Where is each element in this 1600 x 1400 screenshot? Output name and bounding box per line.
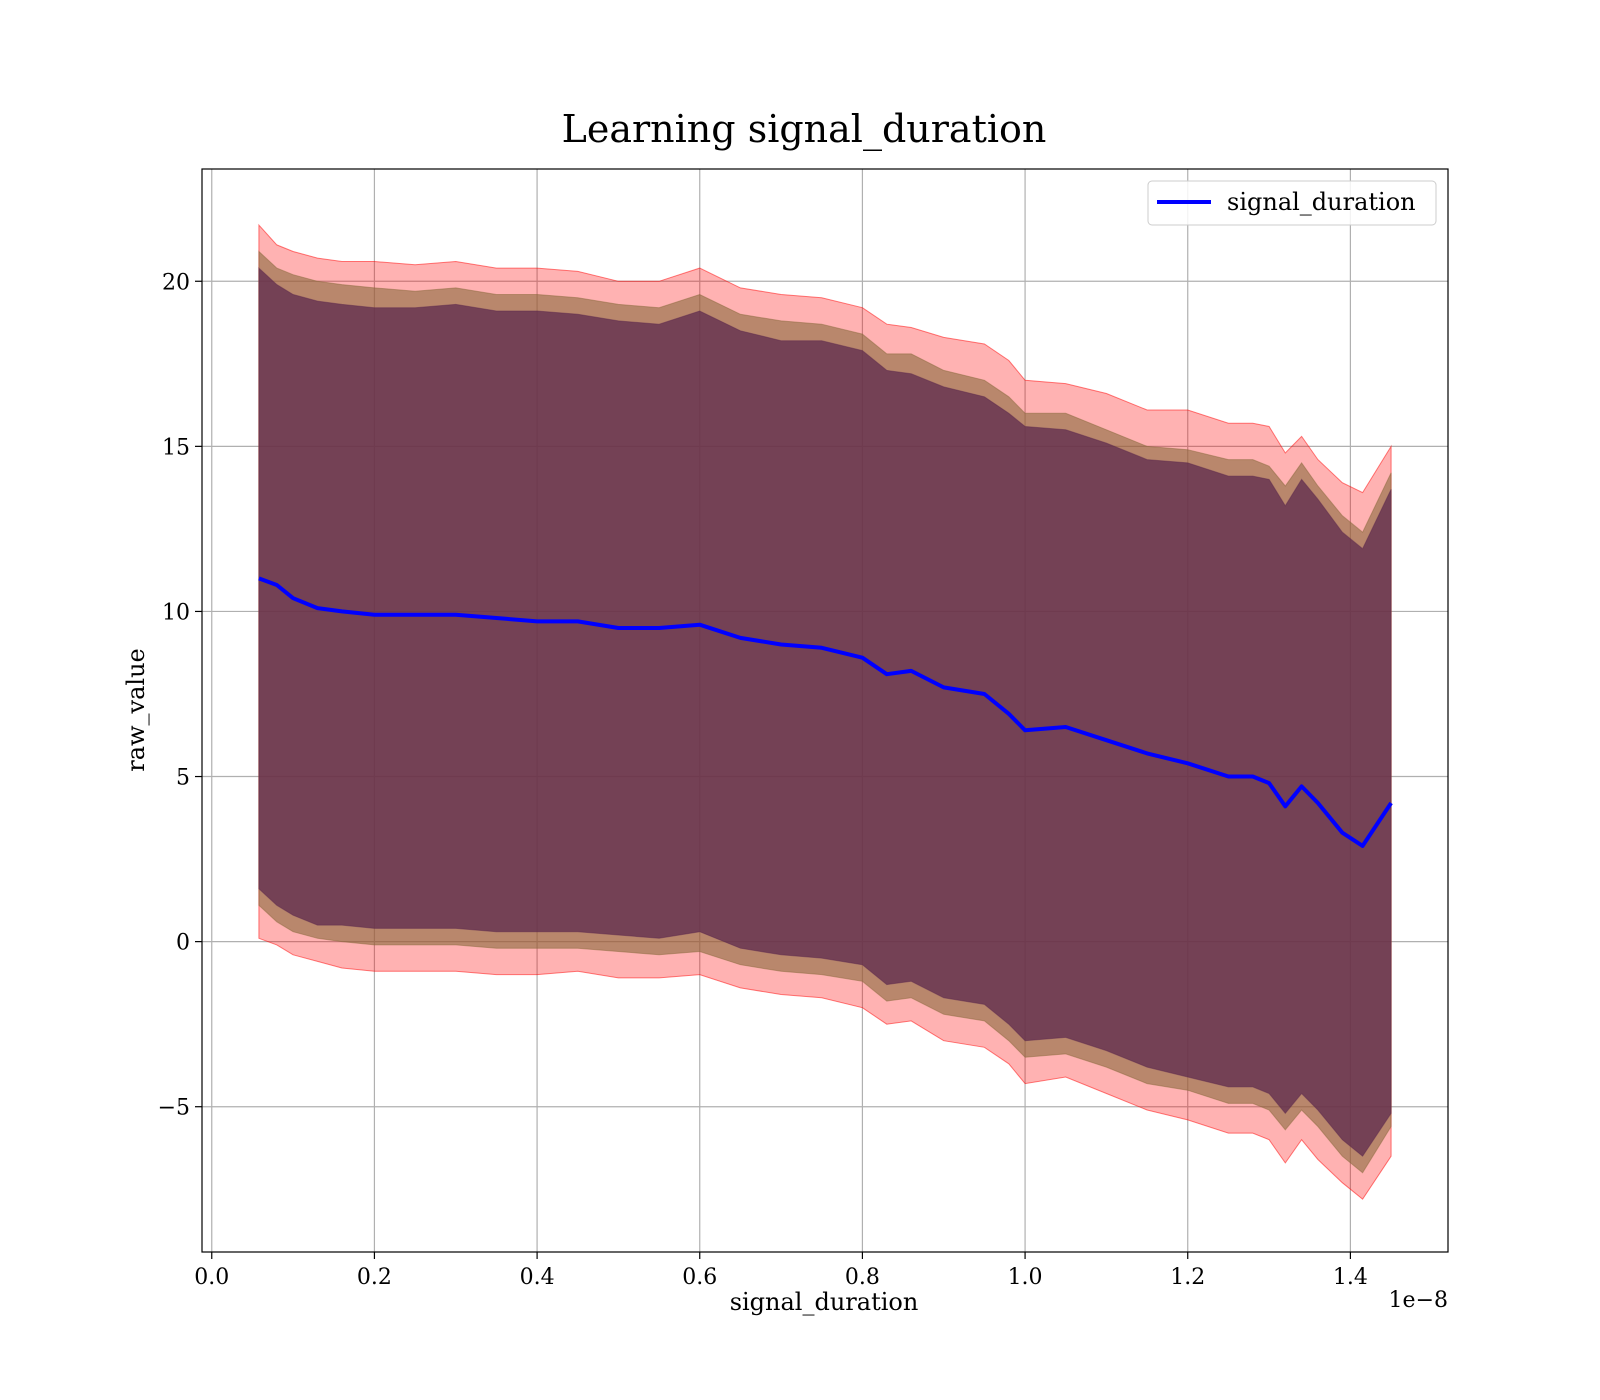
y-tick-label: 5 xyxy=(176,766,190,791)
y-tick-label: 10 xyxy=(162,600,190,625)
x-tick-label: 1.2 xyxy=(1170,1265,1205,1290)
x-tick-label: 0.2 xyxy=(357,1265,392,1290)
x-axis-label: signal_duration xyxy=(730,1288,919,1316)
y-tick-label: 0 xyxy=(176,931,190,956)
legend-label: signal_duration xyxy=(1227,188,1416,216)
y-tick-label: −5 xyxy=(158,1096,190,1121)
band-inner xyxy=(258,266,1392,1157)
plot-frame xyxy=(201,168,1449,1253)
plot-area xyxy=(202,169,1448,1252)
y-axis-label: raw_value xyxy=(122,648,150,772)
series-line-signal_duration xyxy=(258,576,1393,848)
x-tick-label: 0.0 xyxy=(194,1265,229,1290)
x-axis-offset-text: 1e−8 xyxy=(1389,1288,1448,1313)
x-tick-label: 0.6 xyxy=(682,1265,717,1290)
x-tick-label: 1.4 xyxy=(1333,1265,1368,1290)
x-tick-label: 0.4 xyxy=(520,1265,555,1290)
y-tick-label: 15 xyxy=(162,435,190,460)
legend: signal_duration xyxy=(1147,180,1437,226)
axis-ticks: 0.0 0.2 0.4 0.6 0.8 1.0 1.2 1.4 −5 0 5 10 15 20 xyxy=(158,270,1368,1290)
chart-title: Learning signal_duration xyxy=(562,107,1047,152)
x-tick-label: 1.0 xyxy=(1008,1265,1043,1290)
x-tick-label: 0.8 xyxy=(845,1265,880,1290)
y-tick-label: 20 xyxy=(162,270,190,295)
legend-frame xyxy=(1147,180,1437,226)
